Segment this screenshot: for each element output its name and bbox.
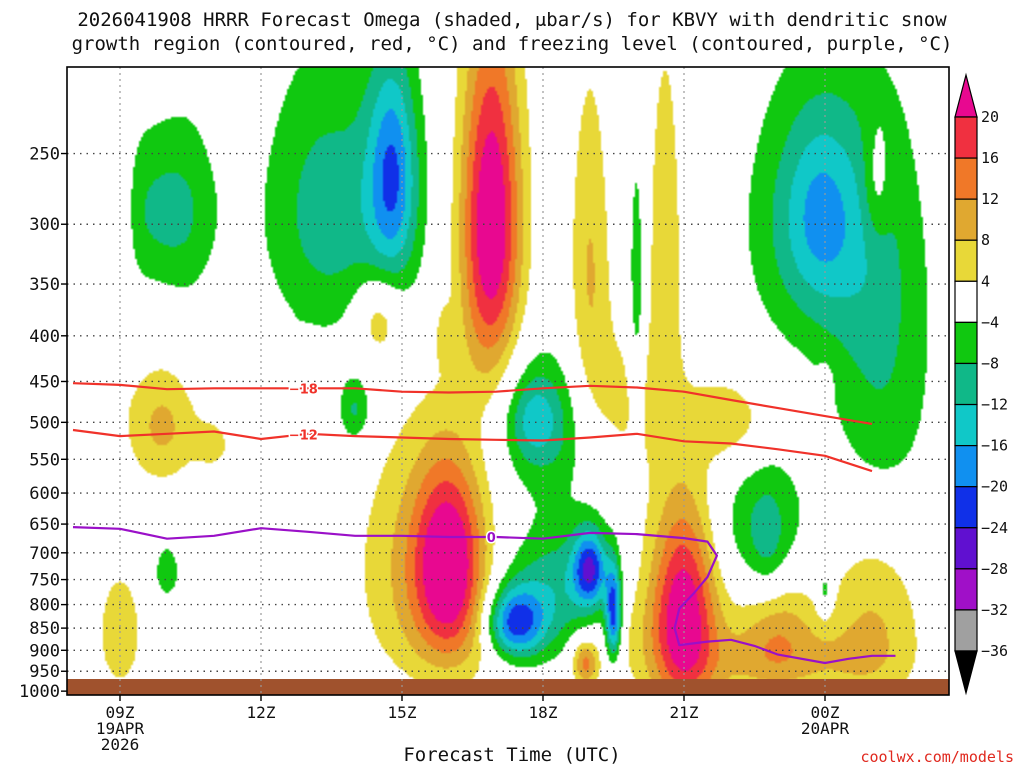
x-tick-label: 09Z [106,703,135,722]
contour-lines: −18 −12 0 [72,381,896,665]
colorbar-label: 4 [981,272,990,290]
y-tick-label: 250 [29,145,60,165]
y-tick-label: 850 [29,619,60,639]
x-axis-label: Forecast Time (UTC) [403,744,621,766]
dgz-minus18-line-label: −18 [289,382,318,397]
colorbar-bin [954,321,978,365]
dgz-minus18-line [72,382,873,425]
colorbar-label: 16 [981,149,999,167]
colorbar-over-triangle [954,72,978,118]
x-tick-label: 15Z [388,703,417,722]
freezing-level-line [72,526,896,665]
colorbar-label: −16 [981,437,1008,455]
x-tick-label: 21Z [670,703,699,722]
x-tick-label: 2026 [101,735,140,754]
x-tick-label: 19APR [96,719,145,738]
colorbar-label: −4 [981,313,999,331]
colorbar-label: −32 [981,601,1008,619]
x-tick-label: 20APR [801,719,850,738]
y-tick-label: 300 [29,215,60,235]
y-tick-label: 750 [29,571,60,591]
colorbar-bin [954,116,978,159]
colorbar-bin [954,486,978,529]
y-tick-label: 950 [29,662,60,682]
colorbar-bin [954,609,978,652]
colorbar-bin [954,280,978,323]
y-tick-label: 350 [29,275,60,295]
x-tick-label: 12Z [247,703,276,722]
colorbar-label: −20 [981,478,1008,496]
colorbar-bin [954,445,978,488]
colorbar-label: −12 [981,396,1008,414]
colorbar-label: 12 [981,190,999,208]
chart-title-line-1: 2026041908 HRRR Forecast Omega (shaded, … [77,9,947,31]
y-tick-label: 500 [29,413,60,433]
ground [67,679,949,695]
colorbar-label: −28 [981,560,1008,578]
colorbar-bin [954,198,978,241]
colorbar-label: 20 [981,108,999,126]
credit-link[interactable]: coolwx.com/models [860,748,1014,766]
y-tick-label: 450 [29,372,60,392]
x-tick-label: 00Z [811,703,840,722]
y-tick-label: 650 [29,515,60,535]
colorbar-bin [954,157,978,200]
freezing-level-line-label: 0 [487,531,496,546]
colorbar-bin [954,403,978,447]
y-tick-label: 800 [29,596,60,616]
grid-lines [67,67,949,695]
chart-title-line-2: growth region (contoured, red, °C) and f… [71,33,953,55]
y-tick-label: 900 [29,641,60,661]
y-tick-label: 400 [29,327,60,347]
y-tick-label: 550 [29,450,60,470]
colorbar-label: −8 [981,354,999,372]
y-tick-label: 700 [29,544,60,564]
colorbar-label: −36 [981,642,1008,660]
colorbar-bin [954,527,978,570]
colorbar-bin [954,568,978,611]
dgz-minus12-line [72,428,873,473]
colorbar: 20 16 12 8 4 −4 −8 −12 −16 −20 −24 −28 −32 −36 [954,72,1008,696]
y-tick-label: 600 [29,484,60,504]
colorbar-label: 8 [981,231,990,249]
colorbar-label: −24 [981,519,1008,537]
dgz-minus12-line-label: −12 [289,428,318,443]
colorbar-bin [954,239,978,282]
colorbar-under-triangle [954,650,978,696]
omega-heatmap [67,67,949,695]
y-axis-ticks: 2503003504004505005506006507007508008509… [19,145,67,702]
y-tick-label: 1000 [19,682,60,702]
x-tick-label: 18Z [529,703,558,722]
colorbar-bin [954,362,978,406]
